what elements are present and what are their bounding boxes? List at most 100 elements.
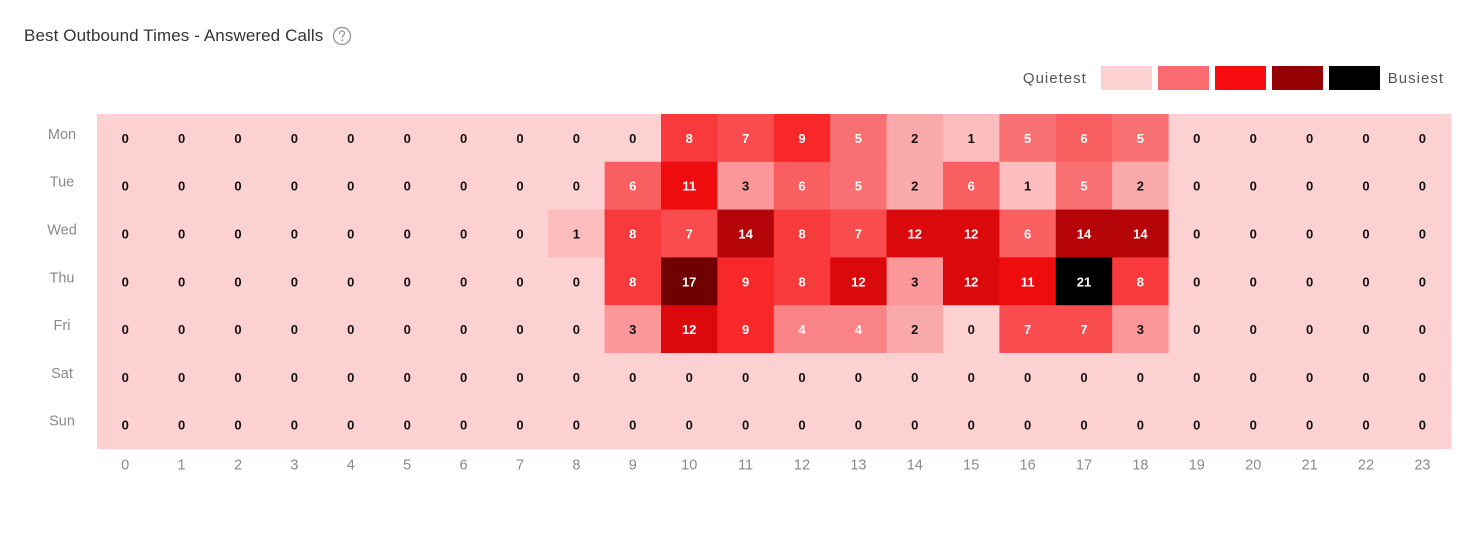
heatmap-cell (322, 353, 380, 402)
cell-value-label: 0 (460, 418, 467, 433)
heatmap-cell (1168, 400, 1226, 450)
cell-value-label: 12 (682, 322, 696, 337)
cell-value-label: 0 (347, 179, 354, 194)
heatmap-cell (97, 209, 154, 258)
cell-value-label: 1 (968, 131, 975, 146)
heatmap-cell (1055, 305, 1113, 354)
heatmap-cell (435, 400, 493, 450)
cell-value-label: 7 (686, 227, 693, 242)
heatmap-cell (717, 161, 775, 211)
heatmap-cell (266, 305, 324, 354)
heatmap-cell (1225, 161, 1282, 211)
heatmap-cell (548, 114, 606, 163)
x-tick-label: 11 (738, 458, 753, 474)
cell-value-label: 0 (1419, 274, 1426, 289)
cell-value-label: 0 (1362, 322, 1369, 337)
cell-value-label: 7 (742, 131, 749, 146)
legend-swatch-4 (1271, 66, 1323, 90)
heatmap-cell (491, 353, 549, 402)
x-tick-label: 6 (460, 458, 468, 474)
heatmap-cell (209, 257, 267, 306)
x-tick-label: 15 (963, 458, 979, 474)
x-tick-label: 8 (572, 458, 580, 474)
cell-value-label: 0 (968, 370, 975, 385)
cell-value-label: 0 (1250, 274, 1257, 289)
cell-value-label: 0 (1306, 227, 1313, 242)
cell-value-label: 6 (798, 179, 805, 194)
x-tick-label: 4 (347, 458, 355, 474)
x-tick-label: 3 (290, 458, 298, 474)
cell-value-label: 0 (460, 274, 467, 289)
cell-value-label: 0 (855, 418, 862, 433)
heatmap-cell (435, 257, 493, 306)
cell-value-label: 0 (516, 370, 523, 385)
cell-value-label: 0 (1193, 370, 1200, 385)
heatmap-cell (661, 353, 718, 402)
cell-value-label: 0 (1137, 370, 1144, 385)
cell-value-label: 0 (1193, 227, 1200, 242)
heatmap-cell (943, 161, 1000, 211)
heatmap-cell (886, 353, 944, 402)
cell-value-label: 0 (234, 418, 241, 433)
cell-value-label: 0 (460, 179, 467, 194)
cell-value-label: 0 (1193, 274, 1200, 289)
heatmap-cell (1055, 209, 1113, 258)
cell-value-label: 0 (178, 274, 185, 289)
cell-value-label: 0 (686, 370, 693, 385)
heatmap-cell (773, 353, 831, 402)
chart-title: Best Outbound Times - Answered Calls (24, 26, 324, 45)
help-circle-icon[interactable] (332, 26, 352, 46)
heatmap-cell (604, 114, 662, 163)
heatmap-cell (548, 353, 606, 402)
x-tick-label: 10 (681, 458, 697, 474)
cell-value-label: 0 (1250, 227, 1257, 242)
legend-swatches (1100, 66, 1380, 90)
heatmap-cell (999, 161, 1057, 211)
heatmap-cell (1394, 353, 1452, 402)
cell-value-label: 0 (291, 322, 298, 337)
heatmap-cell (1337, 257, 1395, 306)
cell-value-label: 2 (911, 131, 918, 146)
heatmap-cell (1394, 305, 1452, 354)
cell-value-label: 0 (1250, 418, 1257, 433)
heatmap-cell (491, 209, 549, 258)
heatmap-cell (322, 400, 380, 450)
cell-value-label: 5 (855, 179, 862, 194)
heatmap-cell (999, 209, 1057, 258)
heatmap-cell (830, 400, 888, 450)
cell-value-label: 0 (291, 131, 298, 146)
cell-value-label: 0 (347, 418, 354, 433)
heatmap-cell (943, 209, 1000, 258)
cell-value-label: 0 (1250, 179, 1257, 194)
cell-value-label: 0 (1193, 418, 1200, 433)
cell-value-label: 0 (1306, 322, 1313, 337)
cell-value-label: 6 (1024, 227, 1031, 242)
cell-value-label: 0 (178, 370, 185, 385)
cell-value-label: 0 (347, 227, 354, 242)
heatmap-cell (491, 114, 549, 163)
heatmap-cell (322, 305, 380, 354)
cell-value-label: 7 (855, 227, 862, 242)
cell-value-label: 0 (460, 227, 467, 242)
cell-value-label: 0 (1419, 370, 1426, 385)
heatmap-cell (1281, 353, 1339, 402)
heatmap-cell (1281, 114, 1339, 163)
cell-value-label: 0 (573, 179, 580, 194)
cell-value-label: 17 (682, 274, 696, 289)
heatmap-cell (1112, 305, 1170, 354)
heatmap-cell (1055, 161, 1113, 211)
cell-value-label: 0 (291, 274, 298, 289)
heatmap-cell (717, 257, 775, 306)
heatmap-cell (266, 400, 324, 450)
cell-value-label: 3 (911, 274, 918, 289)
cell-value-label: 0 (1419, 322, 1426, 337)
y-tick-label: Sun (49, 414, 75, 430)
cell-value-label: 1 (1024, 179, 1031, 194)
heatmap-cell (1281, 209, 1339, 258)
x-tick-label: 22 (1358, 458, 1374, 474)
legend-swatch-2 (1157, 66, 1209, 90)
heatmap-cell (435, 161, 493, 211)
x-tick-label: 12 (794, 458, 810, 474)
heatmap-cell (153, 161, 211, 211)
heatmap-cell (999, 257, 1057, 306)
